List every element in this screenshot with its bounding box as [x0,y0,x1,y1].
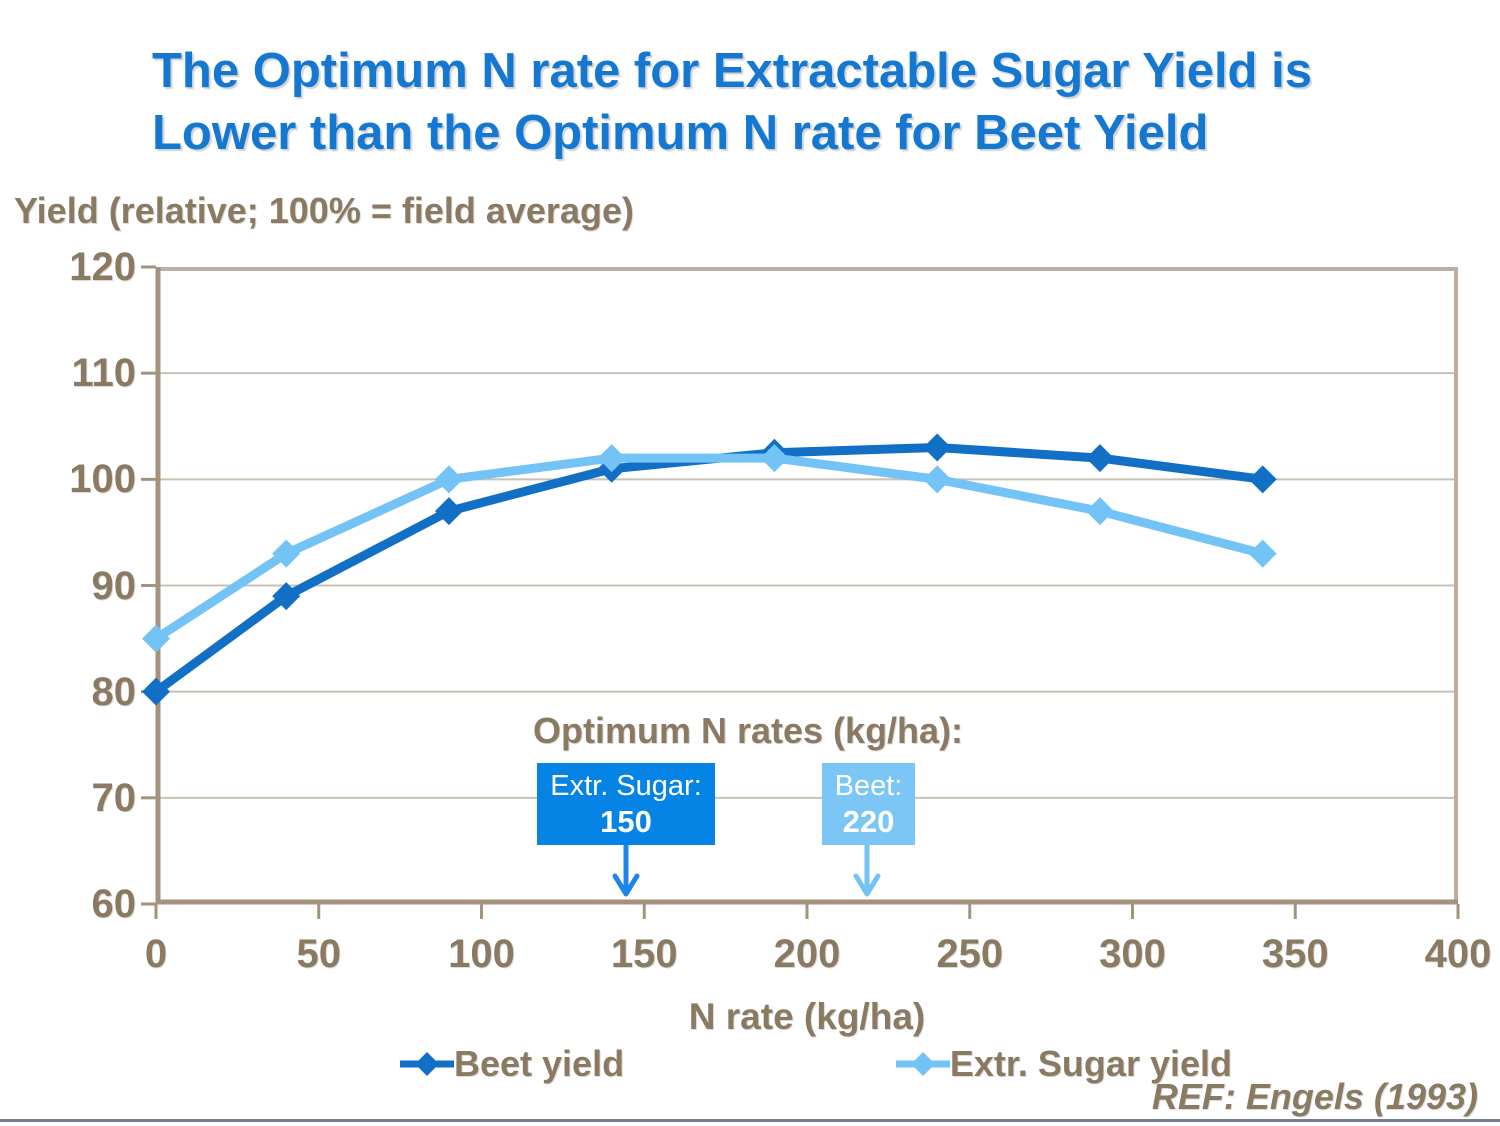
chart-plot-area [141,265,1460,919]
optimum-beet-callout: Beet: 220 [822,763,915,845]
marker-extr-sugar-yield [272,539,301,568]
marker-beet-yield [1248,465,1277,494]
legend-label-beet-yield: Beet yield [454,1043,625,1084]
optimum-extr-sugar-callout: Extr. Sugar: 150 [537,763,715,845]
marker-beet-yield [1085,444,1114,473]
optimum-extr-sugar-label: Extr. Sugar: [550,769,702,802]
marker-extr-sugar-yield [1085,497,1114,526]
y-tick-label-120: 120 [69,245,136,289]
x-tick-label-200: 200 [773,932,841,976]
line-chart [141,265,1460,919]
optimum-beet-value: 220 [842,803,895,839]
marker-extr-sugar-yield [1248,539,1277,568]
extr-sugar-optimum-arrow [612,842,640,897]
marker-beet-yield [272,582,301,611]
y-tick-label-100: 100 [69,457,136,502]
marker-beet-yield [923,433,952,462]
marker-extr-sugar-yield [142,624,170,653]
x-tick-label-350: 350 [1261,932,1329,976]
bottom-divider-line [0,1119,1500,1122]
marker-extr-sugar-yield [597,444,626,473]
marker-extr-sugar-yield [760,444,789,473]
optimum-beet-label: Beet: [834,769,903,802]
legend-marker-beet-yield [400,1052,454,1076]
x-tick-label-400: 400 [1424,932,1492,976]
beet-optimum-arrow [853,842,881,897]
x-axis-title: N rate (kg/ha) [688,996,926,1037]
legend-item-extr-sugar-yield: Extr. Sugar yield [895,1043,1232,1084]
y-tick-label-80: 80 [91,669,137,714]
legend-marker-extr-sugar-yield [895,1052,950,1076]
series-line-extr-sugar-yield [151,453,1268,644]
page-title: The Optimum N rate for Extractable Sugar… [152,40,1432,164]
x-tick-label-50: 50 [296,932,342,976]
series-line-beet-yield [151,442,1268,697]
y-tick-label-90: 90 [91,563,137,608]
axis-lines [155,267,1458,905]
annotation-header: Optimum N rates (kg/ha): [533,710,964,751]
x-tick-label-250: 250 [936,932,1004,976]
x-tick-label-300: 300 [1099,932,1166,976]
marker-extr-sugar-yield [923,465,952,494]
y-tick-label-60: 60 [91,882,137,926]
x-tick-label-100: 100 [448,932,515,976]
optimum-extr-sugar-value: 150 [600,803,652,839]
page-title-line-2: Lower than the Optimum N rate for Beet Y… [152,106,1209,160]
legend-label-extr-sugar-yield: Extr. Sugar yield [949,1043,1232,1084]
x-tick-label-0: 0 [144,932,168,976]
marker-beet-yield [142,677,170,706]
marker-beet-yield [434,497,463,526]
page-title-line-1: The Optimum N rate for Extractable Sugar… [152,44,1312,98]
chart-legend: Beet yield Extr. Sugar yield [400,1044,1232,1084]
legend-item-beet-yield: Beet yield [400,1044,624,1084]
y-tick-label-110: 110 [71,351,136,396]
marker-extr-sugar-yield [434,465,463,494]
y-tick-label-70: 70 [91,775,137,820]
y-axis-title: Yield (relative; 100% = field average) [14,190,634,231]
reference-note: REF: Engels (1993) [1151,1076,1478,1117]
x-tick-label-150: 150 [610,932,678,976]
